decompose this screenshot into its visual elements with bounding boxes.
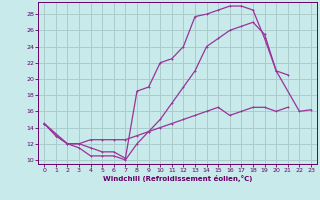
X-axis label: Windchill (Refroidissement éolien,°C): Windchill (Refroidissement éolien,°C) xyxy=(103,175,252,182)
